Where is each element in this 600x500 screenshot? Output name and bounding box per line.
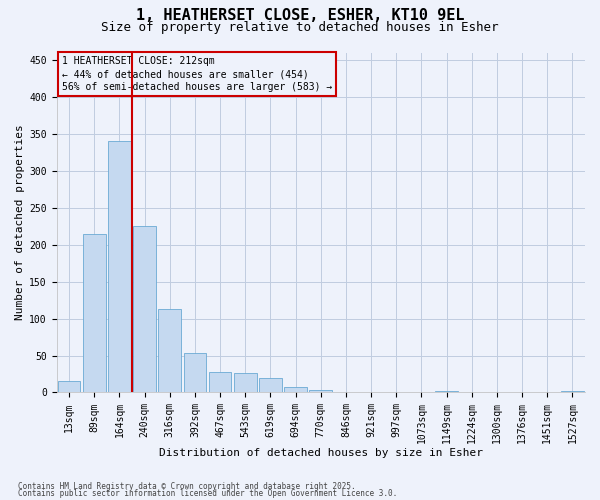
Bar <box>58 382 80 392</box>
Bar <box>209 372 232 392</box>
Bar <box>133 226 156 392</box>
Text: Contains public sector information licensed under the Open Government Licence 3.: Contains public sector information licen… <box>18 490 397 498</box>
X-axis label: Distribution of detached houses by size in Esher: Distribution of detached houses by size … <box>159 448 483 458</box>
Text: 1, HEATHERSET CLOSE, ESHER, KT10 9EL: 1, HEATHERSET CLOSE, ESHER, KT10 9EL <box>136 8 464 22</box>
Bar <box>184 352 206 393</box>
Bar <box>83 234 106 392</box>
Bar <box>234 374 257 392</box>
Y-axis label: Number of detached properties: Number of detached properties <box>15 124 25 320</box>
Bar <box>158 309 181 392</box>
Bar <box>435 391 458 392</box>
Text: Size of property relative to detached houses in Esher: Size of property relative to detached ho… <box>101 21 499 34</box>
Bar <box>108 141 131 393</box>
Bar <box>310 390 332 392</box>
Bar <box>561 391 584 392</box>
Bar <box>259 378 282 392</box>
Bar <box>284 388 307 392</box>
Text: Contains HM Land Registry data © Crown copyright and database right 2025.: Contains HM Land Registry data © Crown c… <box>18 482 356 491</box>
Text: 1 HEATHERSET CLOSE: 212sqm
← 44% of detached houses are smaller (454)
56% of sem: 1 HEATHERSET CLOSE: 212sqm ← 44% of deta… <box>62 56 332 92</box>
